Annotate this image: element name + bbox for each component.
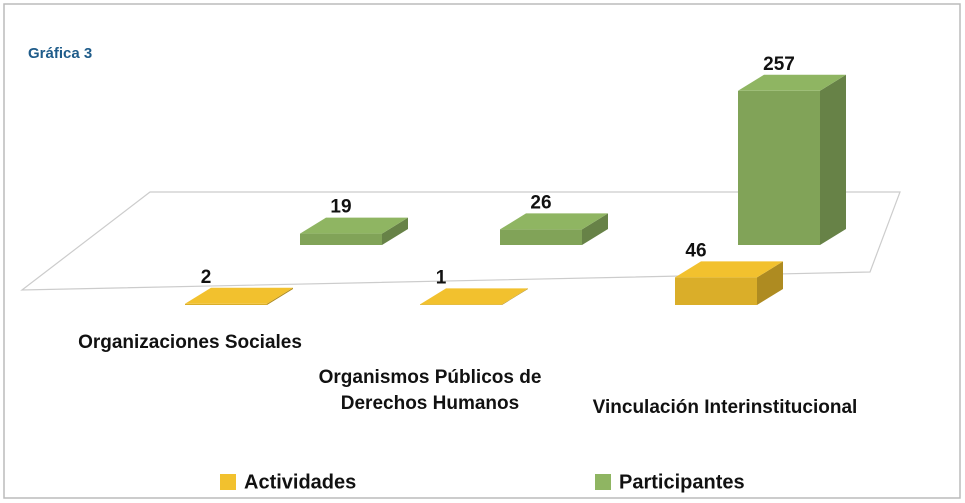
bar-front [500,229,582,245]
bar-front [675,277,757,305]
data-label: 2 [201,267,212,288]
data-label: 257 [763,54,795,75]
bar [300,217,408,245]
bar-side [582,213,608,245]
data-label: 19 [330,197,351,218]
bar-top [185,287,293,304]
data-label: 46 [685,240,706,261]
x-tick-label: Organizaciones Sociales [78,332,302,353]
legend-label: Participantes [619,471,745,493]
legend-label: Actividades [244,471,356,493]
floor [20,191,901,291]
bar-top [738,74,846,91]
bar [675,261,783,305]
bar-side [502,288,528,305]
bar-side [382,217,408,245]
bar-top [675,261,783,278]
bar-side [757,261,783,305]
bar-front [738,90,820,245]
bar-front [300,233,382,245]
bar [185,287,293,305]
bar-front [185,303,267,305]
bar-front [420,304,502,305]
bar-side [820,74,846,245]
bar-top [420,288,528,305]
legend-swatch [595,474,611,490]
data-label: 26 [530,192,551,213]
legend-swatch [220,474,236,490]
x-tick-label: Vinculación Interinstitucional [592,397,858,418]
chart-title: Gráfica 3 [28,45,92,62]
data-label: 1 [436,267,447,288]
bar-side [267,287,293,305]
bar-top [300,217,408,234]
bar [500,213,608,245]
bar-top [500,213,608,230]
x-tick-label: Organismos Públicos de Derechos Humanos [318,367,542,414]
bar [420,288,528,305]
bar [738,74,846,245]
